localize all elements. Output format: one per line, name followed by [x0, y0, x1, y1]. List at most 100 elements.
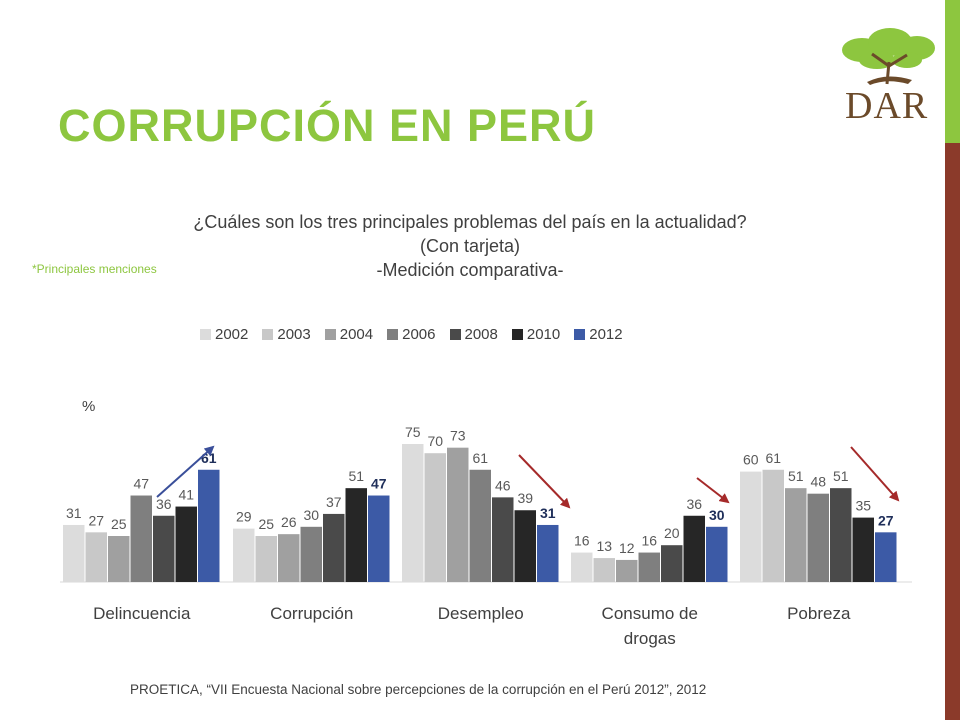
- legend-label: 2012: [589, 326, 623, 343]
- legend-label: 2010: [526, 326, 561, 343]
- category-label: Delincuencia: [93, 604, 191, 623]
- chart-legend: 2002 2003 2004 2006 2008 2010 2012: [200, 326, 623, 343]
- trend-arrow-down: [850, 446, 900, 502]
- bar-2004-1: [278, 534, 300, 582]
- legend-item: 2003: [262, 326, 311, 343]
- data-label: 36: [156, 496, 172, 512]
- category-label: Corrupción: [270, 604, 353, 623]
- bar-2010-0: [175, 506, 197, 582]
- data-label: 27: [878, 512, 894, 528]
- legend-swatch: [387, 329, 399, 340]
- data-label: 61: [201, 450, 217, 466]
- chart-title-line-1: ¿Cuáles son los tres principales problem…: [193, 212, 747, 232]
- data-label: 25: [258, 516, 274, 532]
- bar-2003-1: [255, 536, 277, 582]
- data-label: 37: [326, 494, 342, 510]
- category-label: Desempleo: [438, 604, 524, 623]
- bar-2006-3: [638, 552, 660, 582]
- data-label: 12: [619, 540, 635, 556]
- bar-2006-2: [469, 469, 491, 582]
- bar-2003-0: [85, 532, 107, 582]
- data-label: 39: [517, 490, 533, 506]
- bar-2008-0: [153, 515, 175, 582]
- data-label: 30: [709, 507, 725, 523]
- legend-swatch: [511, 329, 523, 340]
- category-label: Consumo de: [602, 604, 698, 623]
- legend-swatch: [574, 329, 586, 340]
- bar-2012-0: [198, 469, 220, 582]
- bar-2004-2: [447, 447, 469, 582]
- data-label: 13: [596, 538, 612, 554]
- data-label: 36: [686, 496, 702, 512]
- data-label: 61: [472, 450, 488, 466]
- bar-2004-4: [785, 488, 807, 582]
- side-accent-green: [945, 0, 960, 143]
- data-label: 16: [574, 533, 590, 549]
- bar-2002-3: [571, 552, 593, 582]
- data-label: 20: [664, 525, 680, 541]
- chart-title: ¿Cuáles son los tres principales problem…: [150, 210, 790, 282]
- legend-swatch: [324, 329, 336, 340]
- data-label: 26: [281, 514, 297, 530]
- bar-2003-2: [424, 453, 446, 582]
- legend-item: 2004: [324, 326, 374, 343]
- source-citation: PROETICA, “VII Encuesta Nacional sobre p…: [130, 682, 707, 697]
- category-label: drogas: [624, 629, 676, 648]
- data-label: 16: [641, 533, 657, 549]
- data-label: 61: [765, 450, 781, 466]
- data-label: 60: [743, 452, 759, 468]
- legend-item: 2010: [511, 326, 561, 343]
- bar-2006-1: [300, 526, 322, 582]
- bar-2002-2: [402, 444, 424, 582]
- logo-text: DAR: [845, 85, 929, 127]
- trend-arrow-down: [518, 454, 571, 509]
- legend-swatch: [449, 329, 461, 340]
- data-label: 48: [810, 474, 826, 490]
- bar-2008-2: [492, 497, 514, 582]
- dar-logo-tree-icon: [842, 28, 935, 85]
- bar-2003-4: [762, 469, 784, 582]
- bar-2006-4: [807, 493, 829, 582]
- data-label: 30: [303, 507, 319, 523]
- data-label: 47: [371, 476, 387, 492]
- legend-label: 2004: [339, 326, 374, 343]
- legend-label: 2008: [464, 326, 498, 343]
- chart-title-line-2: (Con tarjeta): [419, 236, 521, 256]
- trend-arrow-up: [156, 445, 215, 498]
- legend-label: 2003: [277, 326, 311, 343]
- mentions-note: *Principales menciones: [32, 262, 157, 276]
- data-label: 46: [495, 477, 511, 493]
- data-label: 73: [450, 428, 466, 444]
- data-label: 51: [833, 468, 849, 484]
- slide-title: CORRUPCIÓN EN PERÚ: [58, 100, 597, 151]
- legend-swatch: [200, 329, 211, 340]
- bar-2012-1: [368, 495, 390, 582]
- data-label: 51: [788, 468, 804, 484]
- bar-2012-3: [706, 526, 728, 582]
- bar-2002-0: [63, 524, 85, 582]
- bar-2012-2: [537, 524, 559, 582]
- trend-arrow-down: [696, 477, 730, 504]
- data-label: 51: [348, 468, 364, 484]
- bar-2010-1: [345, 488, 367, 582]
- chart-title-line-3: -Medición comparativa-: [376, 260, 564, 280]
- bar-2004-0: [108, 536, 130, 582]
- side-accent-brown: [945, 143, 960, 720]
- bar-2002-1: [233, 528, 255, 582]
- data-label: 70: [427, 433, 443, 449]
- data-label: 47: [133, 476, 149, 492]
- category-label: Pobreza: [787, 604, 851, 623]
- data-label: 27: [88, 512, 104, 528]
- bar-2003-3: [593, 558, 615, 582]
- data-label: 29: [236, 509, 252, 525]
- bar-2010-3: [683, 515, 705, 582]
- data-label: 75: [405, 424, 421, 440]
- bar-2010-2: [514, 510, 536, 582]
- legend-label: 2006: [402, 326, 436, 343]
- legend-item: 2008: [449, 326, 498, 343]
- legend-item: 2002: [200, 326, 248, 343]
- y-axis-unit: %: [82, 398, 96, 415]
- bar-2004-3: [616, 559, 638, 582]
- bar-2006-0: [130, 495, 152, 582]
